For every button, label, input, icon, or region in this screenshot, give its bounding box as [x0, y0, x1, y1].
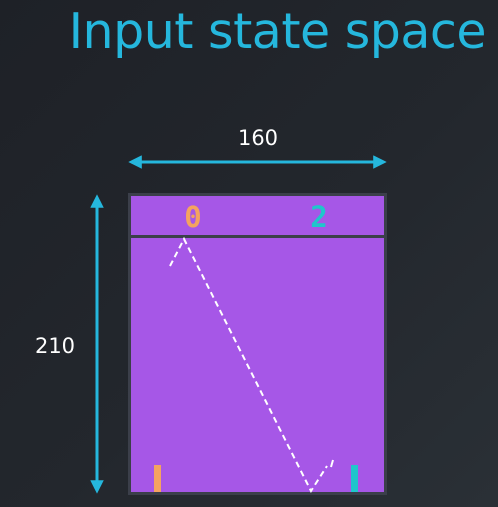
left-score: 0	[184, 200, 201, 234]
ball-trajectory	[169, 236, 328, 494]
width-dimension-label: 160	[238, 126, 278, 150]
ball-trajectory-tail	[330, 459, 334, 468]
playfield	[130, 237, 385, 493]
left-paddle	[154, 465, 161, 492]
right-paddle	[351, 465, 358, 492]
right-score: 2	[310, 200, 327, 234]
score-bar	[130, 195, 385, 236]
height-dimension-label: 210	[35, 334, 75, 358]
game-screen: 0 2	[128, 193, 387, 495]
slide-title: Input state space	[68, 3, 487, 60]
screen-border	[128, 193, 387, 495]
